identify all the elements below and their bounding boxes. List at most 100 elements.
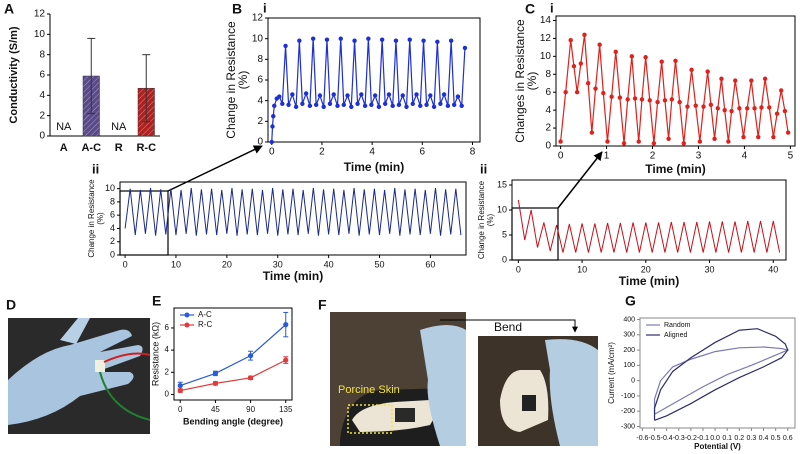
- y-axis-label: Conductivity (S/m): [8, 26, 20, 124]
- marker: [396, 102, 402, 108]
- y-tick-label: 200: [623, 347, 635, 354]
- marker: [578, 61, 584, 66]
- y-tick-label: 12: [252, 13, 264, 24]
- marker: [779, 88, 784, 93]
- marker: [625, 97, 630, 102]
- y-tick-label: 10: [105, 183, 115, 193]
- marker: [418, 103, 423, 109]
- x-tick-label: 0.5: [771, 435, 781, 442]
- marker: [593, 86, 598, 91]
- marker: [335, 103, 340, 109]
- y-axis-label: (%): [96, 212, 105, 225]
- y-tick-label: 400: [623, 316, 635, 323]
- x-tick-label: R: [115, 142, 123, 154]
- marker: [609, 94, 614, 99]
- x-axis-label: Time (min): [263, 269, 323, 283]
- plot-frame: [639, 317, 796, 429]
- y-tick-label: 15: [497, 179, 507, 189]
- marker: [617, 95, 623, 100]
- marker: [681, 141, 686, 146]
- y-tick-label: 0: [631, 377, 635, 384]
- marker: [621, 141, 627, 146]
- subpanel-label: ii: [480, 161, 487, 176]
- y-axis-label: Current (mA/cm²): [607, 342, 616, 404]
- marker: [759, 105, 764, 110]
- series-line: [517, 199, 781, 253]
- marker: [455, 94, 461, 99]
- x-tick-label: 40: [768, 264, 778, 274]
- x-tick-label: 4: [369, 147, 375, 158]
- y-tick-label: 8: [545, 69, 551, 80]
- legend-label: A-C: [198, 310, 212, 319]
- marker: [585, 81, 591, 86]
- subpanel-label: ii: [92, 161, 99, 176]
- y-tick-label: 6: [545, 87, 551, 98]
- panel-letter: A: [4, 1, 14, 17]
- legend-marker: [184, 322, 190, 328]
- photo-label: Bend: [494, 320, 522, 334]
- y-tick-label: -200: [621, 408, 635, 415]
- y-tick-label: 0: [165, 390, 170, 399]
- marker: [563, 90, 568, 95]
- x-tick-label: 0: [269, 147, 275, 158]
- y-tick-label: 8: [39, 49, 45, 60]
- y-tick-label: 10: [34, 29, 46, 40]
- x-tick-label: 2: [319, 147, 325, 158]
- x-tick-label: 2: [650, 151, 656, 162]
- x-tick-label: 6: [420, 147, 426, 158]
- value-label: NA: [56, 121, 72, 133]
- marker: [372, 93, 378, 98]
- marker: [366, 36, 371, 41]
- marker: [414, 92, 419, 97]
- y-tick-label: 8: [257, 54, 263, 65]
- y-tick-label: 0: [39, 131, 45, 142]
- y-tick-label: 0: [110, 249, 115, 259]
- marker: [558, 139, 563, 144]
- marker: [745, 106, 750, 111]
- y-tick-label: 0: [257, 137, 263, 148]
- panel-letter: F: [318, 297, 327, 313]
- photo-d: [8, 318, 151, 434]
- marker: [689, 67, 694, 72]
- marker: [290, 92, 295, 97]
- marker: [762, 76, 768, 81]
- y-tick-label: 2: [257, 116, 263, 127]
- x-tick-label: A: [60, 142, 68, 154]
- y-tick-label: 4: [165, 345, 170, 354]
- marker: [341, 102, 346, 108]
- x-tick-label: A-C: [81, 142, 101, 154]
- marker: [677, 99, 682, 105]
- marker: [697, 139, 703, 144]
- y-tick-label: 2: [39, 110, 45, 121]
- marker: [338, 36, 343, 41]
- marker: [428, 93, 433, 98]
- y-tick-label: -100: [621, 393, 635, 400]
- plot-frame: [511, 179, 787, 261]
- marker: [629, 54, 635, 59]
- marker: [404, 104, 409, 110]
- marker: [693, 103, 698, 108]
- x-tick-label: 90: [246, 405, 255, 414]
- plot-frame: [267, 17, 481, 143]
- marker: [177, 382, 183, 389]
- marker: [300, 101, 305, 106]
- marker: [662, 98, 668, 103]
- x-tick-label: 0: [178, 405, 183, 414]
- y-axis-label: (%): [236, 71, 250, 90]
- x-tick-label: 10: [577, 264, 587, 274]
- y-tick-label: 6: [110, 210, 115, 220]
- x-tick-label: -0.6: [636, 435, 648, 442]
- x-tick-label: 8: [470, 147, 476, 158]
- series-line: [653, 328, 789, 421]
- marker: [272, 103, 277, 109]
- y-axis-label: Change in Resistance: [224, 21, 238, 139]
- marker: [459, 103, 464, 109]
- marker: [283, 43, 288, 49]
- x-tick-label: 0.0: [710, 435, 720, 442]
- marker: [390, 103, 395, 109]
- marker: [651, 141, 657, 146]
- marker: [601, 90, 606, 96]
- y-tick-label: 0: [545, 141, 551, 152]
- marker: [673, 58, 678, 64]
